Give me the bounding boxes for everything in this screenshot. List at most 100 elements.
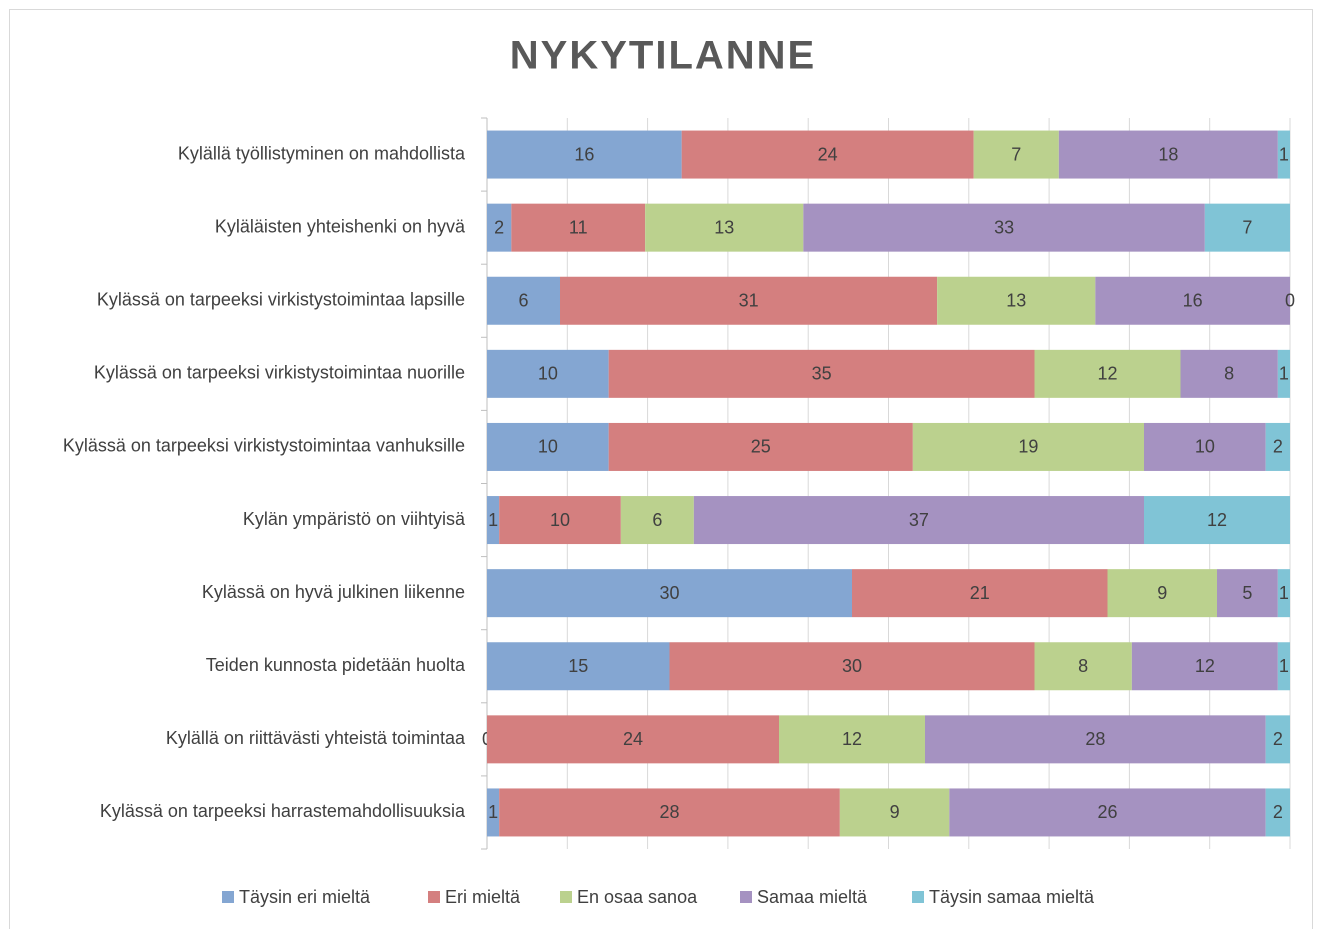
bar-segment <box>1180 349 1278 398</box>
y-tick-label: Kylässä on tarpeeksi harrastemahdollisuu… <box>100 801 466 821</box>
value-label: 0 <box>1285 291 1295 311</box>
y-tick-label: Kylän ympäristö on viihtyisä <box>243 509 466 529</box>
legend-label: Eri mieltä <box>445 887 521 907</box>
bar-segment <box>1107 569 1217 618</box>
bar-segment <box>487 276 560 325</box>
value-label: 6 <box>518 291 528 311</box>
bar-segment <box>1277 130 1290 179</box>
y-tick-label: Kylällä työllistyminen on mahdollista <box>178 143 466 163</box>
bar-segment <box>852 569 1108 618</box>
legend-label: En osaa sanoa <box>577 887 698 907</box>
value-label: 1 <box>488 510 498 530</box>
bar-segment <box>1277 569 1290 618</box>
bar-segment <box>487 422 609 471</box>
bar-segment <box>620 496 694 545</box>
value-label: 12 <box>1097 364 1117 384</box>
value-label: 10 <box>538 437 558 457</box>
bar-segment <box>839 788 950 837</box>
bar-segment <box>608 349 1035 398</box>
bar-segment <box>487 203 512 252</box>
y-tick-label: Kyläläisten yhteishenki on hyvä <box>215 216 466 236</box>
bar-segment <box>499 496 621 545</box>
value-label: 25 <box>751 437 771 457</box>
value-label: 16 <box>1183 291 1203 311</box>
value-label: 6 <box>652 510 662 530</box>
bar-segment <box>1034 642 1132 691</box>
value-label: 33 <box>994 217 1014 237</box>
y-tick-label: Kylässä on tarpeeksi virkistystoimintaa … <box>94 363 465 383</box>
value-label: 24 <box>623 729 643 749</box>
bar-segment <box>487 569 852 618</box>
bar-segment <box>487 349 609 398</box>
value-label: 1 <box>1279 583 1289 603</box>
value-label: 28 <box>659 802 679 822</box>
y-tick-label: Kylällä on riittävästi yhteistä toiminta… <box>166 728 466 748</box>
value-label: 2 <box>1273 437 1283 457</box>
value-label: 30 <box>659 583 679 603</box>
value-label: 9 <box>890 802 900 822</box>
value-label: 1 <box>1279 364 1289 384</box>
bar-segment <box>803 203 1205 252</box>
bar-segment <box>1265 715 1290 764</box>
bar-segment <box>973 130 1059 179</box>
value-label: 30 <box>842 656 862 676</box>
value-label: 11 <box>569 217 588 237</box>
legend-swatch <box>428 891 440 903</box>
bar-segment <box>1265 788 1290 837</box>
value-label: 2 <box>1273 729 1283 749</box>
legend-swatch <box>222 891 234 903</box>
value-label: 35 <box>812 364 832 384</box>
value-label: 2 <box>1273 802 1283 822</box>
bar-segment <box>1277 642 1290 691</box>
bar-segment <box>937 276 1096 325</box>
value-label: 31 <box>739 291 759 311</box>
y-tick-label: Teiden kunnosta pidetään huolta <box>206 655 466 675</box>
bar-segment <box>1217 569 1278 618</box>
value-label: 21 <box>970 583 990 603</box>
bar-segment <box>779 715 925 764</box>
legend-label: Samaa mieltä <box>757 887 868 907</box>
value-label: 15 <box>568 656 588 676</box>
chart-title: NYKYTILANNE <box>510 34 816 78</box>
value-label: 37 <box>909 510 929 530</box>
bar-segment <box>487 642 670 691</box>
bar-segment <box>511 203 646 252</box>
bar-segment <box>560 276 938 325</box>
bar-segment <box>499 788 840 837</box>
bar-segment <box>487 715 779 764</box>
value-label: 12 <box>1195 656 1215 676</box>
bar-segment <box>669 642 1035 691</box>
bar-segment <box>925 715 1266 764</box>
y-tick-label: Kylässä on tarpeeksi virkistystoimintaa … <box>97 290 465 310</box>
legend-swatch <box>560 891 572 903</box>
y-tick-label: Kylässä on tarpeeksi virkistystoimintaa … <box>63 436 465 456</box>
legend-swatch <box>912 891 924 903</box>
value-label: 24 <box>818 144 838 164</box>
bar-segment <box>681 130 974 179</box>
value-label: 1 <box>488 802 498 822</box>
legend-swatch <box>740 891 752 903</box>
bar-segment <box>487 496 500 545</box>
value-label: 8 <box>1224 364 1234 384</box>
value-label: 7 <box>1242 217 1252 237</box>
value-label: 9 <box>1157 583 1167 603</box>
bar-segment <box>1265 422 1290 471</box>
value-label: 28 <box>1085 729 1105 749</box>
value-label: 12 <box>842 729 862 749</box>
bar-segment <box>487 788 500 837</box>
bar-segment <box>487 130 682 179</box>
value-label: 2 <box>494 217 504 237</box>
value-label: 16 <box>574 144 594 164</box>
y-tick-label: Kylässä on hyvä julkinen liikenne <box>202 582 465 602</box>
bar-segment <box>1144 422 1266 471</box>
value-label: 19 <box>1018 437 1038 457</box>
value-label: 1 <box>1279 144 1289 164</box>
value-label: 13 <box>714 217 734 237</box>
bar-segment <box>912 422 1144 471</box>
value-label: 5 <box>1242 583 1252 603</box>
bar-segment <box>693 496 1144 545</box>
value-label: 10 <box>1195 437 1215 457</box>
value-label: 13 <box>1006 291 1026 311</box>
bar-segment <box>949 788 1266 837</box>
